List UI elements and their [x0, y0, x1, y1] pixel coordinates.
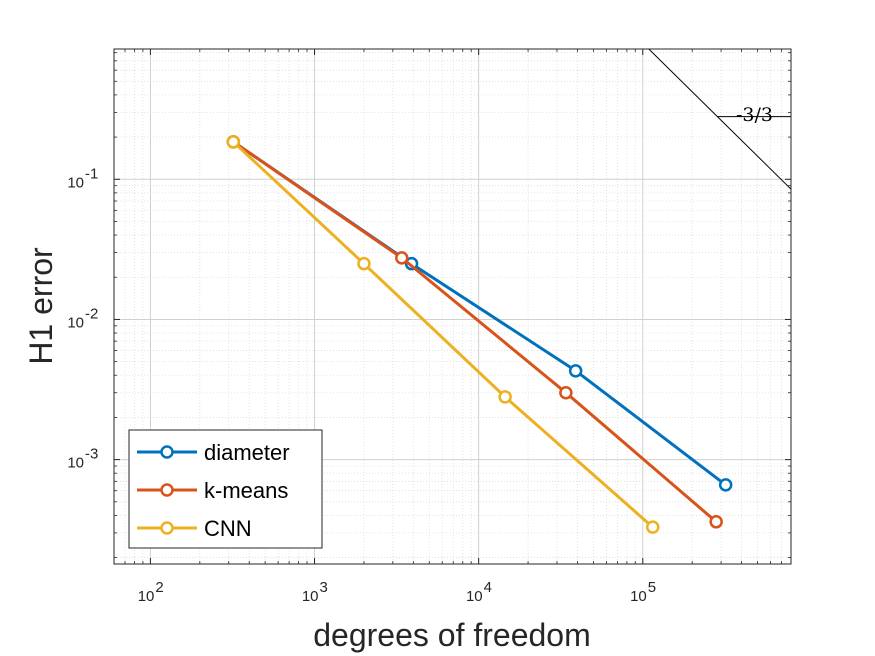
y-tick-base: 10 — [67, 455, 84, 472]
x-tick-base: 10 — [630, 588, 647, 605]
x-tick-exponent: 5 — [648, 579, 656, 596]
plot-frame — [113, 48, 792, 565]
data-point-CNN — [645, 520, 660, 534]
series-line-k-means — [232, 140, 718, 523]
x-axis-title: degrees of freedom — [313, 617, 591, 653]
slope-triangle — [648, 49, 791, 190]
y-tick-exponent: -2 — [85, 305, 98, 322]
reference-slope-line — [648, 49, 791, 190]
data-point-diameter — [568, 364, 583, 378]
data-point-k-means — [559, 385, 573, 400]
series-line-CNN — [232, 140, 654, 529]
data-point-CNN — [226, 135, 241, 149]
x-tick-label: 104 — [466, 579, 492, 605]
data-point-k-means — [395, 251, 409, 265]
x-tick-base: 10 — [138, 588, 155, 605]
legend-marker-CNN — [160, 521, 174, 535]
y-tick-exponent: -1 — [85, 165, 98, 182]
x-tick-base: 10 — [466, 588, 483, 605]
x-tick-label: 105 — [630, 579, 656, 605]
legend-label-CNN: CNN — [204, 516, 252, 541]
y-axis-title: H1 error — [23, 247, 59, 365]
legend: diameter k-means CNN — [128, 429, 323, 549]
data-point-CNN — [357, 256, 371, 271]
y-tick-label: 10-1 — [67, 165, 98, 191]
data-point-k-means — [709, 515, 723, 529]
y-tick-exponent: -3 — [85, 446, 98, 463]
slope-label: -3/3 — [736, 104, 773, 126]
legend-marker-k-means — [160, 483, 174, 497]
x-tick-label: 102 — [138, 579, 164, 605]
x-tick-label: 103 — [302, 579, 328, 605]
y-tick-base: 10 — [67, 314, 84, 331]
series-layer — [226, 135, 733, 534]
y-tick-labels: 10-310-210-1 — [67, 165, 98, 471]
x-tick-exponent: 4 — [484, 579, 492, 596]
x-tick-exponent: 3 — [320, 579, 328, 596]
x-tick-base: 10 — [302, 588, 319, 605]
axis-ticks — [113, 49, 792, 564]
y-tick-label: 10-2 — [67, 305, 98, 331]
y-tick-base: 10 — [67, 174, 84, 191]
legend-marker-diameter — [160, 445, 174, 459]
legend-label-k-means: k-means — [204, 478, 288, 503]
x-tick-exponent: 2 — [155, 579, 163, 596]
legend-label-diameter: diameter — [204, 440, 290, 465]
y-tick-label: 10-3 — [67, 446, 98, 472]
data-point-CNN — [498, 390, 512, 404]
data-point-diameter — [718, 478, 733, 492]
